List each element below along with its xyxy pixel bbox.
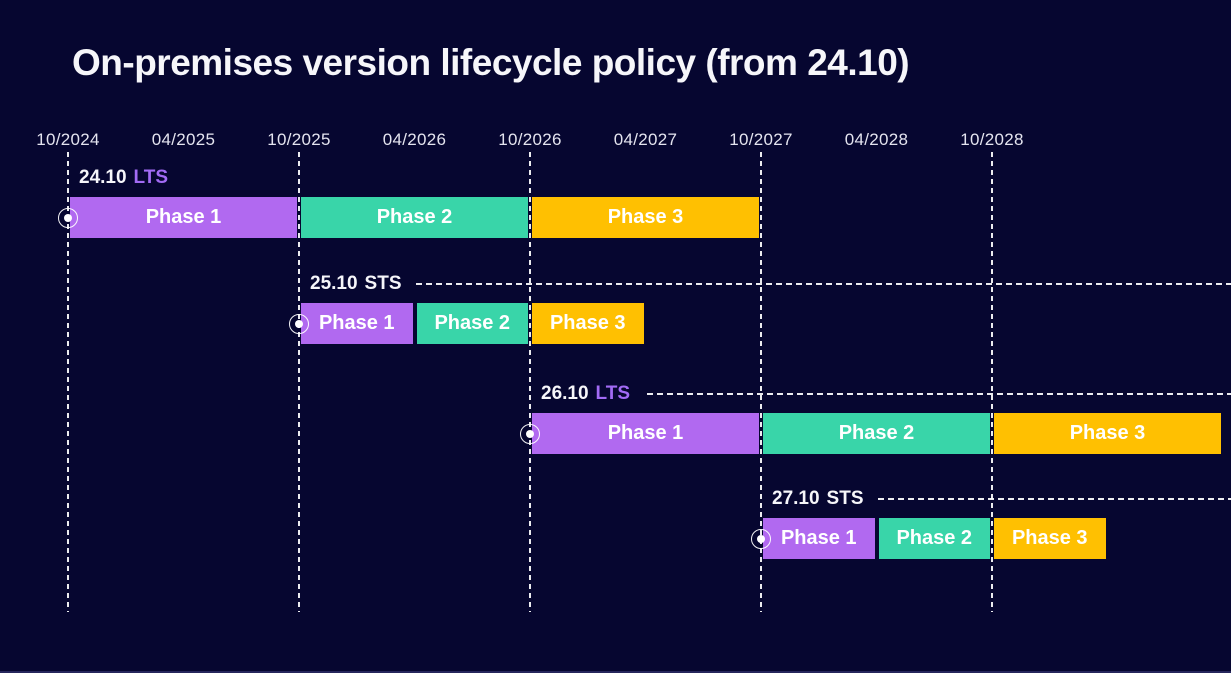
version-label: 24.10 LTS xyxy=(79,167,169,188)
vertical-gridline xyxy=(991,152,993,612)
axis-tick-label: 10/2028 xyxy=(960,130,1024,149)
phase-bar-label: Phase 2 xyxy=(434,312,511,334)
phase-bar-label: Phase 1 xyxy=(318,312,395,334)
axis-tick-label: 10/2024 xyxy=(36,130,100,149)
release-channel: LTS xyxy=(133,167,169,188)
phase-bar-label: Phase 3 xyxy=(549,312,626,334)
phase-bar-1: Phase 1 xyxy=(763,518,875,559)
release-channel: LTS xyxy=(595,383,631,404)
phase-bar-1: Phase 1 xyxy=(70,197,297,238)
release-channel: STS xyxy=(364,273,402,294)
phase-bar-2: Phase 2 xyxy=(878,518,990,559)
version-label: 26.10 LTS xyxy=(541,383,631,404)
axis-tick-label: 04/2026 xyxy=(382,130,447,149)
vertical-gridline xyxy=(298,152,300,612)
axis-tick-label: 10/2026 xyxy=(498,130,562,149)
release-start-marker xyxy=(289,313,309,334)
label-leader-dashed-line xyxy=(878,498,1231,500)
version-label: 25.10 STS xyxy=(310,273,402,294)
version-number: 25.10 xyxy=(310,273,358,294)
phase-bar-2: Phase 2 xyxy=(763,413,990,454)
version-number: 26.10 xyxy=(541,383,589,404)
phase-bar-label: Phase 3 xyxy=(607,206,684,228)
phase-bar-label: Phase 2 xyxy=(838,422,915,444)
axis-tick-label: 10/2027 xyxy=(729,130,793,149)
release-channel: STS xyxy=(826,488,864,509)
release-start-marker xyxy=(520,423,540,444)
label-leader-dashed-line xyxy=(647,393,1231,395)
phase-bar-label: Phase 3 xyxy=(1069,422,1146,444)
phase-bar-label: Phase 3 xyxy=(1011,527,1088,549)
vertical-gridline xyxy=(529,152,531,612)
phase-bar-3: Phase 3 xyxy=(994,413,1221,454)
vertical-gridline xyxy=(760,152,762,612)
phase-bar-label: Phase 1 xyxy=(780,527,857,549)
chart-title: On-premises version lifecycle policy (fr… xyxy=(72,42,910,83)
axis-tick-label: 10/2025 xyxy=(267,130,331,149)
phase-bar-2: Phase 2 xyxy=(416,303,528,344)
version-number: 24.10 xyxy=(79,167,127,188)
release-start-marker xyxy=(751,528,771,549)
phase-bar-label: Phase 1 xyxy=(145,206,222,228)
phase-bar-1: Phase 1 xyxy=(301,303,413,344)
phase-bar-2: Phase 2 xyxy=(301,197,528,238)
bottom-accent-strip xyxy=(0,671,1231,673)
phase-bar-3: Phase 3 xyxy=(532,197,759,238)
version-number: 27.10 xyxy=(772,488,820,509)
phase-bar-3: Phase 3 xyxy=(532,303,644,344)
axis-tick-label: 04/2025 xyxy=(151,130,216,149)
axis-tick-label: 04/2028 xyxy=(844,130,909,149)
axis-tick-label: 04/2027 xyxy=(613,130,678,149)
release-start-marker xyxy=(58,207,78,228)
phase-bar-label: Phase 2 xyxy=(376,206,453,228)
phase-bar-1: Phase 1 xyxy=(532,413,759,454)
version-label: 27.10 STS xyxy=(772,488,864,509)
phase-bar-label: Phase 1 xyxy=(607,422,684,444)
label-leader-dashed-line xyxy=(416,283,1231,285)
phase-bar-3: Phase 3 xyxy=(994,518,1106,559)
phase-bar-label: Phase 2 xyxy=(896,527,973,549)
vertical-gridline xyxy=(67,152,69,612)
